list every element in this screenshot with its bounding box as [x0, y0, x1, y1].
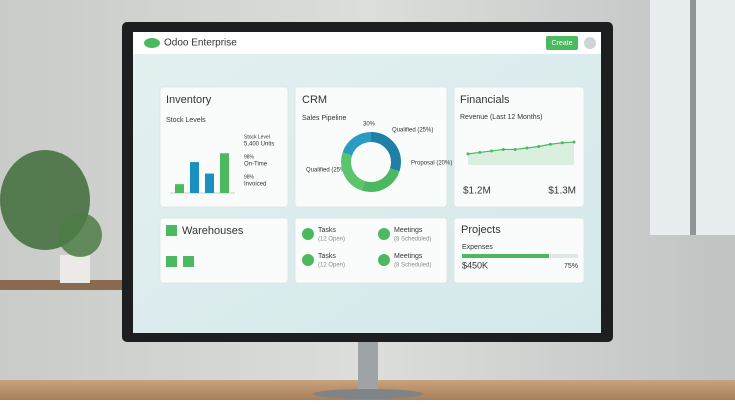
bar: [175, 184, 184, 193]
point: [478, 150, 482, 154]
activity-title: Tasks: [318, 227, 336, 234]
activity-detail: (8 Scheduled): [394, 237, 431, 243]
point: [572, 140, 576, 144]
side-table: [0, 280, 125, 290]
app-title: Odoo Enterprise: [164, 38, 237, 49]
create-button[interactable]: [546, 36, 578, 50]
point: [560, 141, 564, 145]
line: [467, 141, 575, 155]
activity-detail: (12 Open): [318, 237, 345, 243]
activity-title: Meetings: [394, 253, 423, 260]
point: [490, 149, 494, 153]
amount: $450K: [462, 260, 488, 270]
point: [537, 145, 541, 148]
activity-detail: (12 Open): [318, 263, 345, 269]
check-icon: [378, 254, 390, 266]
area: [468, 142, 574, 165]
progress-bar: [462, 254, 549, 258]
point: [548, 142, 552, 146]
amount: $1.2M: [463, 186, 491, 197]
card-subtitle: Stock Levels: [166, 117, 206, 124]
create-label[interactable]: Create: [551, 40, 572, 47]
monitor-base: [313, 389, 423, 399]
legend-text: 5,400 Units: [244, 142, 274, 148]
legend-text: Invoiced: [244, 182, 266, 188]
card-subtitle: Sales Pipeline: [302, 115, 346, 122]
bar: [220, 153, 229, 193]
check-icon: [302, 228, 314, 240]
legend-text: 98%: [244, 154, 255, 160]
window-frame: [690, 0, 696, 235]
crm-card[interactable]: [294, 86, 448, 208]
legend-text: Stock Level: [244, 134, 270, 140]
top-bar: [133, 32, 601, 54]
donut-segment: [341, 132, 401, 192]
legend-text: 98%: [244, 174, 255, 180]
donut-segment: [341, 132, 401, 192]
bar: [205, 173, 214, 193]
point: [513, 147, 517, 151]
plant-pot: [60, 255, 90, 283]
monitor-stand: [358, 338, 378, 392]
financials-card[interactable]: [453, 86, 585, 208]
check-icon: [378, 228, 390, 240]
plant: [58, 213, 102, 257]
donut-label: Qualified (25%): [306, 168, 347, 174]
projects-card[interactable]: [453, 217, 585, 284]
donut-segment: [341, 132, 401, 192]
activities-card[interactable]: [294, 217, 448, 284]
donut-label: Qualified (25%): [392, 128, 433, 134]
check-icon: [302, 254, 314, 266]
card-title: Inventory: [166, 94, 212, 106]
point: [501, 147, 505, 151]
card-title: Projects: [461, 224, 501, 236]
card-title: Warehouses: [182, 225, 244, 237]
activity-title: Tasks: [318, 253, 336, 260]
avatar[interactable]: [584, 37, 596, 49]
card-subtitle: Expenses: [462, 244, 493, 251]
icon: [166, 225, 177, 236]
point: [525, 146, 529, 150]
card-title: Financials: [460, 94, 510, 106]
donut-label: 30%: [363, 122, 376, 128]
donut-label: Proposal (20%): [411, 161, 452, 167]
icon: [166, 256, 177, 267]
progress-label: 75%: [564, 263, 578, 270]
activity-title: Meetings: [394, 227, 423, 234]
card-subtitle: Revenue (Last 12 Months): [460, 114, 543, 121]
legend-text: On-Time: [244, 162, 268, 168]
activity-detail: (8 Scheduled): [394, 263, 431, 269]
logo: [144, 38, 160, 48]
icon: [183, 256, 194, 267]
point: [466, 152, 470, 156]
amount: $1.3M: [548, 186, 576, 197]
card-title: CRM: [302, 94, 327, 106]
bar: [190, 162, 199, 193]
